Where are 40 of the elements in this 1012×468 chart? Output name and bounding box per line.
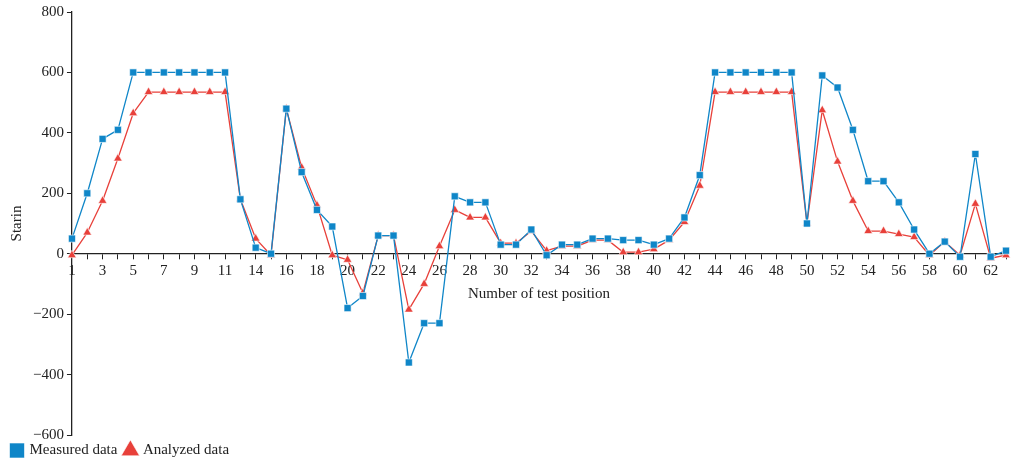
x-tick-label: 54 bbox=[860, 261, 877, 278]
legend-label: Measured data bbox=[29, 441, 118, 458]
x-tick-label: 24 bbox=[401, 261, 417, 278]
x-tick-label: 46 bbox=[738, 261, 754, 278]
x-tick-label: 62 bbox=[983, 261, 999, 278]
x-tick-label: 44 bbox=[707, 261, 724, 278]
x-tick-label: 56 bbox=[891, 261, 907, 278]
x-tick-label: 48 bbox=[768, 261, 784, 278]
x-tick-label: 9 bbox=[190, 261, 199, 278]
x-tick-label: 32 bbox=[523, 261, 539, 278]
y-tick-label: 200 bbox=[41, 184, 64, 201]
x-tick-label: 14 bbox=[248, 261, 264, 278]
y-tick-label: −600 bbox=[32, 425, 64, 442]
x-tick-label: 42 bbox=[676, 261, 692, 278]
y-tick-label: 600 bbox=[41, 63, 64, 80]
x-tick-label: 28 bbox=[462, 261, 478, 278]
x-tick-label: 38 bbox=[615, 261, 631, 278]
x-tick-label: 5 bbox=[129, 261, 137, 278]
legend-label: Analyzed data bbox=[142, 441, 230, 458]
x-tick-label: 58 bbox=[921, 261, 937, 278]
x-axis-title: Number of test position bbox=[467, 284, 611, 301]
y-tick-label: 0 bbox=[56, 244, 64, 261]
y-tick-label: 400 bbox=[41, 123, 64, 140]
x-tick-label: 3 bbox=[98, 261, 107, 278]
x-tick-label: 7 bbox=[160, 261, 169, 278]
x-tick-label: 11 bbox=[217, 261, 233, 278]
x-tick-label: 60 bbox=[952, 261, 968, 278]
x-tick-label: 30 bbox=[493, 261, 509, 278]
x-tick-label: 16 bbox=[278, 261, 295, 278]
x-tick-label: 36 bbox=[585, 261, 601, 278]
x-tick-label: 22 bbox=[370, 261, 386, 278]
y-axis-title: Starin bbox=[7, 205, 24, 242]
y-tick-label: 800 bbox=[41, 2, 64, 19]
x-tick-label: 40 bbox=[646, 261, 662, 278]
y-tick-label: −400 bbox=[32, 365, 64, 382]
y-tick-label: −200 bbox=[32, 305, 64, 322]
x-tick-label: 34 bbox=[554, 261, 570, 278]
x-tick-label: 52 bbox=[830, 261, 846, 278]
x-tick-label: 50 bbox=[799, 261, 815, 278]
x-tick-label: 18 bbox=[309, 261, 325, 278]
